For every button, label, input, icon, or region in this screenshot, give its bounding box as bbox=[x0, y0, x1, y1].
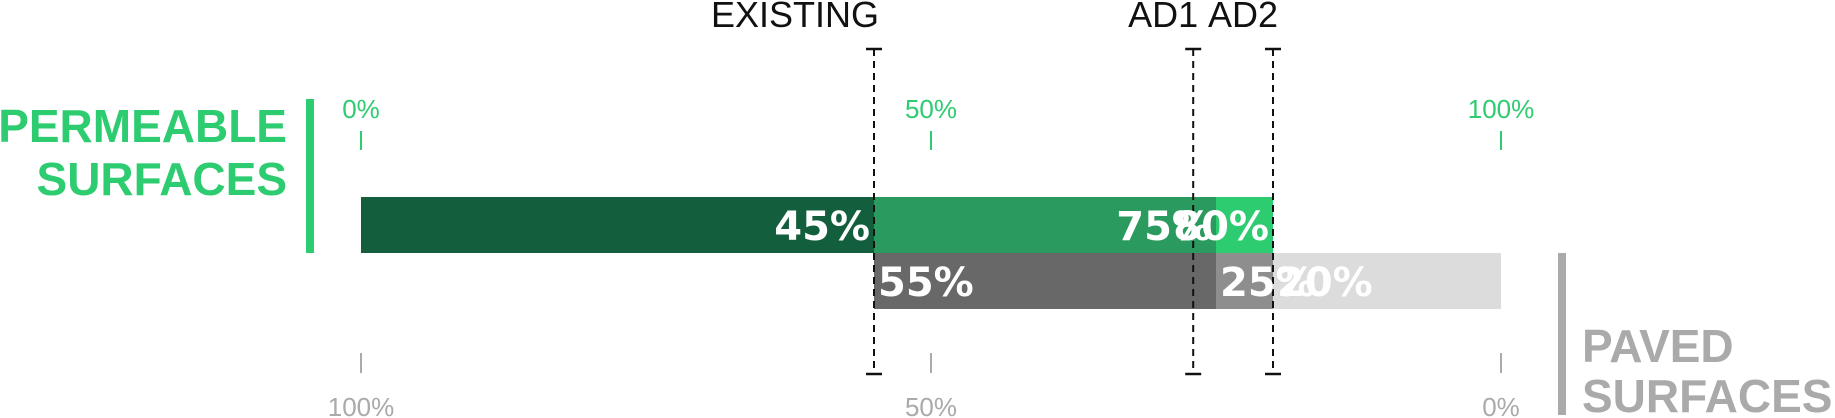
permeable-label-line2: SURFACES bbox=[37, 153, 287, 205]
permeable-bar-label-2: 75% bbox=[1116, 204, 1212, 250]
permeable-label-line1: PERMEABLE bbox=[0, 100, 287, 152]
paved-bar-2 bbox=[1216, 253, 1273, 309]
paved-tick-label-2: 50% bbox=[905, 392, 957, 418]
permeable-bar-3 bbox=[1216, 197, 1273, 253]
paved-bar-label-3: 20% bbox=[1277, 260, 1373, 306]
paved-bar-label-2: 25% bbox=[1220, 260, 1316, 306]
paved-accent-bar bbox=[1558, 253, 1566, 415]
permeable-bar-label-3: 80% bbox=[1173, 204, 1269, 250]
paved-bar-label-1: 55% bbox=[878, 260, 974, 306]
permeable-bar-1 bbox=[361, 197, 874, 253]
permeable-accent-bar bbox=[306, 99, 314, 253]
marks-layer bbox=[306, 47, 1566, 415]
permeable-bar-label-1: 45% bbox=[774, 204, 870, 250]
paved-tick-label-1: 100% bbox=[328, 392, 395, 418]
paved-bar-3 bbox=[1273, 253, 1501, 309]
paved-tick-label-3: 0% bbox=[1482, 392, 1520, 418]
marker-label-3: AD2 bbox=[1208, 0, 1278, 35]
permeable-tick-label-1: 0% bbox=[342, 94, 380, 124]
bars-layer bbox=[361, 197, 1501, 309]
permeable-tick-label-2: 50% bbox=[905, 94, 957, 124]
marker-label-2: AD1 bbox=[1128, 0, 1198, 35]
paved-bar-1 bbox=[874, 253, 1216, 309]
paved-label-line2: SURFACES bbox=[1582, 370, 1832, 418]
permeable-tick-label-3: 100% bbox=[1468, 94, 1535, 124]
paved-label-line1: PAVED bbox=[1582, 320, 1734, 372]
permeable-bar-2 bbox=[874, 197, 1216, 253]
marker-label-1: EXISTING bbox=[711, 0, 879, 35]
